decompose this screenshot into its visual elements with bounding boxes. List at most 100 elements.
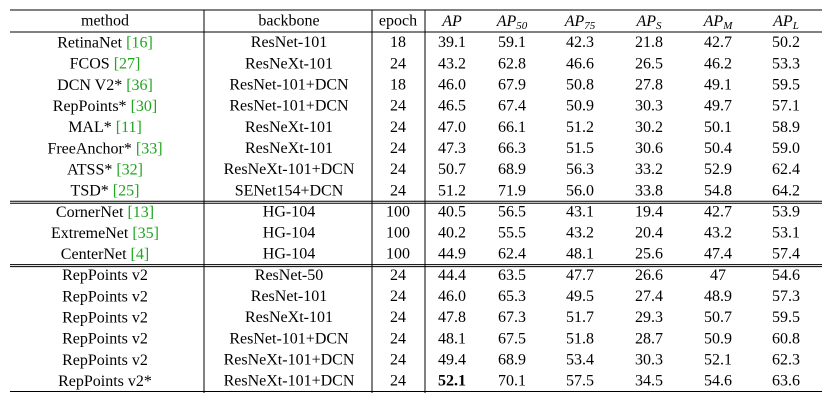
- metric-cell: 33.8: [635, 182, 663, 199]
- metric-cell: 59.1: [498, 34, 526, 51]
- metric-cell: 70.1: [498, 373, 526, 390]
- metric-cell: 50.1: [704, 119, 732, 136]
- metric-cell: 34.5: [635, 373, 663, 390]
- method-name: CenterNet: [61, 246, 127, 263]
- header-cell: AP: [441, 13, 462, 30]
- metric-cell: 67.9: [498, 77, 526, 94]
- metric-cell: 60.8: [772, 330, 800, 347]
- metric-cell: 49.4: [438, 351, 466, 368]
- header-cell: AP50: [496, 13, 528, 32]
- metric-cell: 66.1: [498, 119, 526, 136]
- metric-cell: 51.2: [438, 182, 466, 199]
- metric-cell: 63.5: [498, 267, 526, 284]
- metric-cell: 59.5: [772, 77, 800, 94]
- method-cell: RetinaNet [16]: [57, 34, 153, 51]
- citation: [11]: [116, 119, 142, 136]
- method-name: ExtremeNet: [51, 225, 129, 242]
- method-name: MAL*: [68, 119, 112, 136]
- metric-cell: 47: [710, 267, 726, 284]
- method-cell: RepPoints v2: [62, 351, 148, 368]
- backbone-cell: HG-104: [263, 225, 315, 242]
- metric-cell: 53.3: [772, 55, 800, 72]
- header-cell: method: [81, 13, 129, 30]
- citation: [33]: [136, 140, 163, 157]
- metric-cell: 59.5: [772, 309, 800, 326]
- metric-cell: 54.6: [704, 373, 732, 390]
- method-cell: RepPoints* [30]: [53, 98, 157, 115]
- metric-cell: 65.3: [498, 288, 526, 305]
- metric-cell: 47.0: [438, 119, 466, 136]
- epoch-cell: 100: [386, 225, 410, 242]
- backbone-cell: HG-104: [263, 246, 315, 263]
- epoch-cell: 24: [390, 267, 406, 284]
- method-cell: FCOS [27]: [70, 55, 141, 72]
- metric-cell: 50.7: [704, 309, 732, 326]
- metric-cell: 67.5: [498, 330, 526, 347]
- metric-cell: 50.8: [566, 77, 594, 94]
- epoch-cell: 24: [390, 161, 406, 178]
- metric-cell: 56.3: [566, 161, 594, 178]
- metric-cell: 57.1: [772, 98, 800, 115]
- metric-cell: 56.5: [498, 203, 526, 220]
- metric-cell: 21.8: [635, 34, 663, 51]
- backbone-cell: ResNet-101+DCN: [229, 77, 349, 94]
- metric-cell: 43.1: [566, 203, 594, 220]
- metric-cell: 71.9: [498, 182, 526, 199]
- metric-cell: 68.9: [498, 161, 526, 178]
- metric-cell: 53.1: [772, 225, 800, 242]
- epoch-cell: 24: [390, 140, 406, 157]
- metric-cell: 52.1: [438, 373, 466, 390]
- method-name: DCN V2*: [57, 77, 122, 94]
- metric-cell: 44.4: [438, 267, 466, 284]
- metric-cell: 62.4: [772, 161, 800, 178]
- method-name: RepPoints v2: [62, 309, 148, 326]
- epoch-cell: 100: [386, 203, 410, 220]
- metric-cell: 42.3: [566, 34, 594, 51]
- backbone-cell: ResNet-101: [251, 34, 327, 51]
- method-name: CornerNet: [56, 203, 124, 220]
- metric-cell: 62.4: [498, 246, 526, 263]
- citation: [25]: [113, 182, 140, 199]
- metric-cell: 50.2: [772, 34, 800, 51]
- metric-cell: 46.0: [438, 288, 466, 305]
- metric-cell: 57.5: [566, 373, 594, 390]
- backbone-cell: ResNeXt-101+DCN: [224, 373, 355, 390]
- metric-cell: 47.3: [438, 140, 466, 157]
- backbone-cell: SENet154+DCN: [235, 182, 344, 199]
- metric-cell: 33.2: [635, 161, 663, 178]
- metric-cell: 29.3: [635, 309, 663, 326]
- citation: [30]: [131, 98, 158, 115]
- epoch-cell: 100: [386, 246, 410, 263]
- metric-cell: 54.6: [772, 267, 800, 284]
- method-name: RepPoints v2: [62, 330, 148, 347]
- metric-name: AP: [441, 13, 462, 30]
- metric-cell: 53.4: [566, 351, 594, 368]
- backbone-cell: ResNeXt-101: [245, 140, 333, 157]
- backbone-cell: ResNeXt-101+DCN: [224, 351, 355, 368]
- metric-cell: 63.6: [772, 373, 800, 390]
- metric-cell: 51.7: [566, 309, 594, 326]
- method-cell: RepPoints v2: [62, 267, 148, 284]
- citation: [13]: [127, 203, 154, 220]
- metric-cell: 43.2: [438, 55, 466, 72]
- metric-cell: 28.7: [635, 330, 663, 347]
- backbone-cell: ResNeXt-101: [245, 119, 333, 136]
- metric-cell: 42.7: [704, 203, 732, 220]
- metric-cell: 40.2: [438, 225, 466, 242]
- metric-cell: 67.3: [498, 309, 526, 326]
- metric-cell: 48.9: [704, 288, 732, 305]
- metric-cell: 64.2: [772, 182, 800, 199]
- metric-name: AP: [496, 13, 517, 30]
- header-cell: APL: [772, 13, 799, 32]
- epoch-cell: 18: [390, 77, 406, 94]
- backbone-cell: ResNet-101: [251, 288, 327, 305]
- metric-cell: 46.0: [438, 77, 466, 94]
- metric-cell: 67.4: [498, 98, 526, 115]
- method-cell: RepPoints v2: [62, 288, 148, 305]
- epoch-cell: 24: [390, 330, 406, 347]
- metric-cell: 49.5: [566, 288, 594, 305]
- backbone-cell: ResNeXt-101+DCN: [224, 161, 355, 178]
- metric-subscript: S: [656, 20, 662, 32]
- metric-cell: 43.2: [704, 225, 732, 242]
- method-name: RepPoints v2: [62, 288, 148, 305]
